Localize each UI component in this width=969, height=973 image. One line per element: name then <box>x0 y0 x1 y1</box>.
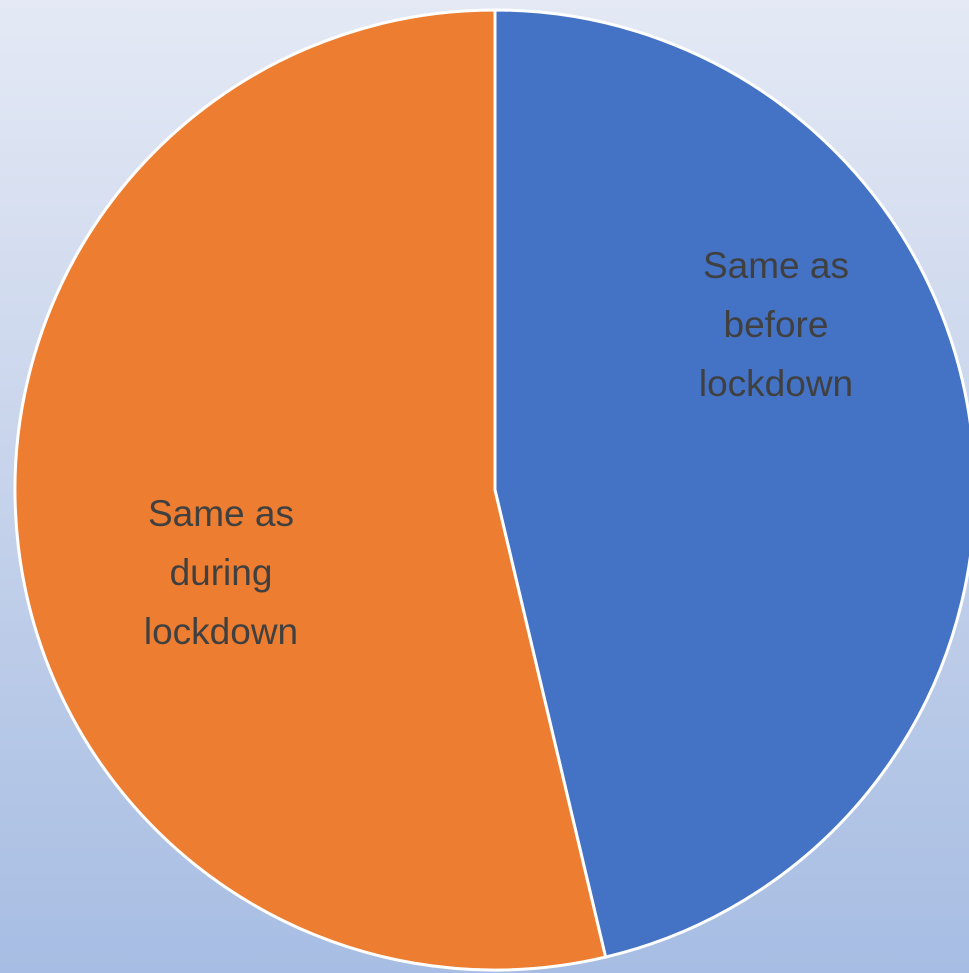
pie-slice-label-line: during <box>170 552 273 593</box>
pie-slice-label-1: Same as before lockdown <box>699 245 853 404</box>
pie-slice-label-line: Same as <box>148 493 294 534</box>
pie-slice-2 <box>13 8 608 972</box>
pie-slice-label-line: before <box>724 304 829 345</box>
pie-slice-label-2: Same as during lockdown <box>144 493 298 652</box>
pie-slice-label-line: Same as <box>703 245 849 286</box>
pie-slice-1 <box>493 8 969 959</box>
pie-slice-label-line: lockdown <box>699 363 853 404</box>
pie-slice-label-line: lockdown <box>144 611 298 652</box>
